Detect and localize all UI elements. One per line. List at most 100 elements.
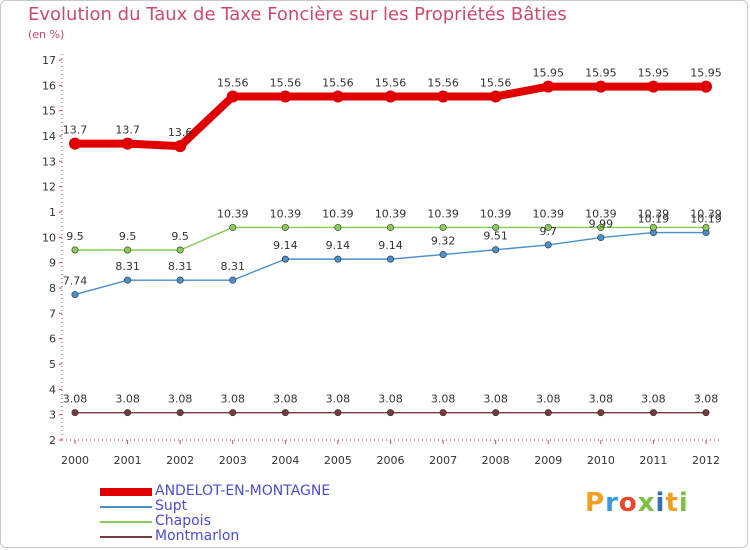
y-tick-label: 2 [49,434,56,447]
data-point [489,90,502,103]
data-label: 9.5 [119,230,137,243]
data-label: 3.08 [694,393,719,406]
data-point [702,223,710,231]
data-point [281,255,289,263]
y-tick-label: 8 [49,282,56,295]
data-point [439,409,447,417]
data-label: 15.56 [375,76,407,89]
data-point [544,409,552,417]
x-tick-label: 2010 [587,454,615,467]
data-label: 10.39 [217,207,249,220]
data-point [700,80,712,93]
data-point [229,276,237,284]
data-label: 8.31 [168,260,193,273]
data-label: 3.08 [483,393,508,406]
legend-swatch [100,488,152,496]
data-label: 7.74 [63,275,88,288]
data-point [334,223,342,231]
data-label: 10.39 [533,207,565,220]
data-label: 10.39 [270,207,302,220]
data-label: 13.7 [115,124,140,137]
data-label: 15.56 [217,76,249,89]
data-point [71,409,79,417]
data-point [544,223,552,231]
data-point [229,223,237,231]
data-point [334,255,342,263]
x-tick-label: 2006 [377,454,405,467]
data-label: 8.31 [115,260,140,273]
y-tick-label: 17 [42,54,56,67]
data-point [647,80,660,93]
data-label: 15.56 [480,76,512,89]
data-point [439,223,447,231]
data-point [649,409,657,417]
data-label: 3.08 [431,393,456,406]
data-point [439,251,447,259]
legend-swatch [100,521,152,523]
y-tick-label: 15 [42,105,56,118]
data-label: 9.32 [431,235,456,248]
data-point [386,409,394,417]
data-label: 15.56 [270,76,302,89]
logo-letter: r [605,488,619,518]
x-tick-label: 2004 [271,454,299,467]
data-label: 10.39 [480,207,512,220]
data-point [174,140,187,153]
data-label: 9.99 [589,218,614,231]
x-tick-label: 2012 [692,454,720,467]
data-label: 15.56 [322,76,354,89]
data-point [176,409,184,417]
data-point [597,409,605,417]
data-label: 15.95 [638,67,670,80]
data-label: 3.08 [115,393,140,406]
data-label: 10.39 [638,207,670,220]
chart-subtitle: (en %) [28,28,65,41]
data-label: 15.95 [533,67,565,80]
data-label: 10.39 [375,207,407,220]
y-tick-label: 1 [49,206,56,219]
legend-label: Montmarlon [155,528,240,544]
data-point [71,246,79,254]
data-label: 9.51 [483,230,508,243]
data-point [702,409,710,417]
data-point [229,409,237,417]
y-tick-label: 7 [49,307,56,320]
proxiti-logo: Proxiti [585,488,689,518]
data-label: 3.08 [221,393,246,406]
data-label: 8.31 [221,260,246,273]
y-tick-label: 14 [42,130,56,143]
chart-title: Evolution du Taux de Taxe Foncière sur l… [28,4,567,25]
data-label: 9.5 [66,230,84,243]
data-labels-layer: 13.7 13.7 13.6 15.56 15.56 15.56 15.56 15.56 15.… [63,67,722,406]
data-label: 13.6 [168,126,193,139]
data-label: 13.7 [63,124,88,137]
x-tick-label: 2008 [482,454,510,467]
legend-swatch [100,536,152,538]
data-label: 10.39 [322,207,354,220]
data-point [279,90,292,103]
y-tick-label: 5 [49,358,56,371]
y-tick-label: 13 [42,155,56,168]
data-label: 3.08 [589,393,614,406]
data-label: 3.08 [273,393,298,406]
data-label: 15.56 [427,76,459,89]
data-point [544,241,552,249]
data-point [281,409,289,417]
data-label: 10.19 [638,213,670,226]
data-point [542,80,555,93]
logo-letter: i [678,488,689,518]
data-point [331,90,344,103]
data-point [334,409,342,417]
logo-letter: i [655,488,666,518]
logo-letter: x [637,488,656,518]
data-point [124,276,132,284]
data-point [492,223,500,231]
series-layer [69,80,712,417]
data-point [176,246,184,254]
x-tick-label: 2009 [534,454,562,467]
x-tick-label: 2003 [219,454,247,467]
data-point [386,223,394,231]
axes: 2 3 4 5 6 7 8 9 10 1 12 13 14 15 16 17 2000 2001 2002 2003 2… [42,54,720,467]
